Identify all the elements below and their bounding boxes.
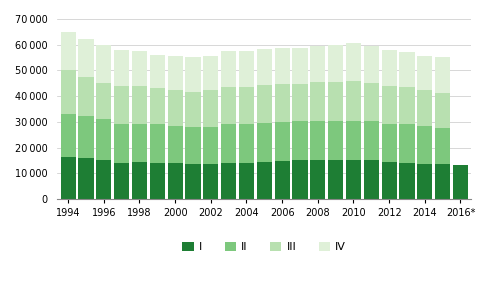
Bar xyxy=(132,162,147,199)
Bar xyxy=(96,82,111,119)
Bar xyxy=(96,45,111,82)
Bar xyxy=(60,32,76,70)
Bar xyxy=(328,160,343,199)
Bar xyxy=(274,122,290,161)
Bar xyxy=(435,93,450,128)
Bar xyxy=(221,124,236,163)
Bar xyxy=(203,127,218,164)
Bar xyxy=(257,85,272,123)
Bar xyxy=(167,56,183,89)
Bar xyxy=(328,82,343,121)
Bar xyxy=(132,124,147,162)
Bar xyxy=(257,123,272,162)
Bar xyxy=(346,160,361,199)
Bar xyxy=(364,83,379,121)
Bar xyxy=(399,52,414,87)
Bar xyxy=(274,84,290,122)
Bar xyxy=(150,163,165,199)
Bar xyxy=(186,92,200,127)
Bar xyxy=(221,87,236,124)
Bar xyxy=(79,39,94,77)
Bar xyxy=(239,163,254,199)
Bar xyxy=(114,124,129,162)
Bar xyxy=(221,163,236,199)
Bar xyxy=(150,55,165,88)
Bar xyxy=(60,70,76,114)
Bar xyxy=(274,48,290,84)
Bar xyxy=(435,57,450,93)
Bar xyxy=(310,82,326,121)
Bar xyxy=(114,162,129,199)
Bar xyxy=(203,56,218,90)
Bar xyxy=(114,86,129,124)
Bar xyxy=(167,163,183,199)
Bar xyxy=(293,48,307,84)
Bar xyxy=(239,51,254,87)
Bar xyxy=(435,128,450,164)
Legend: I, II, III, IV: I, II, III, IV xyxy=(178,237,351,256)
Bar xyxy=(186,127,200,164)
Bar xyxy=(310,160,326,199)
Bar xyxy=(310,46,326,82)
Bar xyxy=(96,119,111,160)
Bar xyxy=(239,87,254,124)
Bar xyxy=(417,126,433,164)
Bar xyxy=(79,158,94,199)
Bar xyxy=(328,45,343,82)
Bar xyxy=(293,160,307,199)
Bar xyxy=(60,114,76,157)
Bar xyxy=(150,88,165,124)
Bar xyxy=(399,163,414,199)
Bar xyxy=(399,87,414,124)
Bar xyxy=(417,90,433,126)
Bar xyxy=(150,124,165,163)
Bar xyxy=(346,121,361,160)
Bar xyxy=(257,162,272,199)
Bar xyxy=(417,56,433,90)
Bar xyxy=(96,160,111,199)
Bar xyxy=(382,162,397,199)
Bar xyxy=(221,51,236,87)
Bar xyxy=(382,124,397,162)
Bar xyxy=(203,90,218,127)
Bar xyxy=(167,126,183,163)
Bar xyxy=(435,164,450,199)
Bar xyxy=(167,89,183,126)
Bar xyxy=(346,81,361,121)
Bar xyxy=(310,121,326,160)
Bar xyxy=(453,165,468,199)
Bar xyxy=(132,51,147,86)
Bar xyxy=(132,86,147,124)
Bar xyxy=(417,164,433,199)
Bar xyxy=(328,121,343,160)
Bar xyxy=(364,160,379,199)
Bar xyxy=(364,121,379,160)
Bar xyxy=(114,50,129,86)
Bar xyxy=(186,164,200,199)
Bar xyxy=(293,121,307,160)
Bar xyxy=(60,157,76,199)
Bar xyxy=(364,46,379,83)
Bar xyxy=(382,50,397,86)
Bar xyxy=(79,77,94,116)
Bar xyxy=(186,57,200,92)
Bar xyxy=(239,124,254,163)
Bar xyxy=(293,84,307,121)
Bar xyxy=(274,161,290,199)
Bar xyxy=(382,86,397,124)
Bar xyxy=(79,116,94,158)
Bar xyxy=(346,43,361,81)
Bar xyxy=(257,49,272,85)
Bar xyxy=(203,164,218,199)
Bar xyxy=(399,124,414,163)
